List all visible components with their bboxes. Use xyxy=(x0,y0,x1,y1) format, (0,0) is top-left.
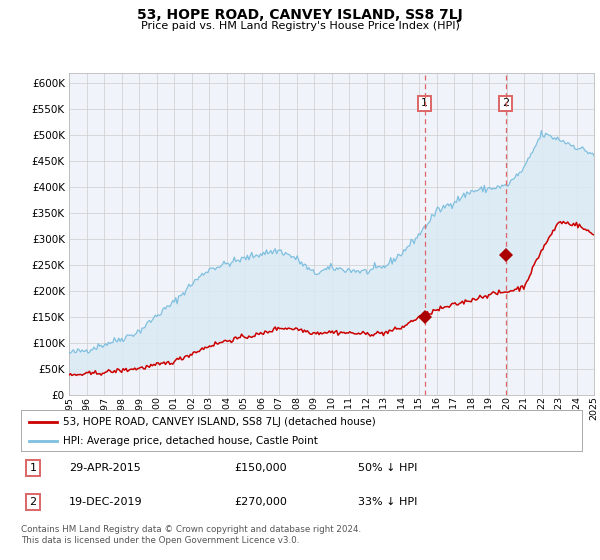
Text: 53, HOPE ROAD, CANVEY ISLAND, SS8 7LJ (detached house): 53, HOPE ROAD, CANVEY ISLAND, SS8 7LJ (d… xyxy=(63,417,376,427)
Text: 50% ↓ HPI: 50% ↓ HPI xyxy=(358,463,417,473)
Text: 2: 2 xyxy=(29,497,37,507)
Text: £150,000: £150,000 xyxy=(234,463,287,473)
Text: 1: 1 xyxy=(29,463,37,473)
Text: Price paid vs. HM Land Registry's House Price Index (HPI): Price paid vs. HM Land Registry's House … xyxy=(140,21,460,31)
Text: £270,000: £270,000 xyxy=(234,497,287,507)
Text: 19-DEC-2019: 19-DEC-2019 xyxy=(68,497,142,507)
Text: 33% ↓ HPI: 33% ↓ HPI xyxy=(358,497,417,507)
Text: 2: 2 xyxy=(502,99,509,109)
Text: Contains HM Land Registry data © Crown copyright and database right 2024.
This d: Contains HM Land Registry data © Crown c… xyxy=(21,525,361,545)
Text: 53, HOPE ROAD, CANVEY ISLAND, SS8 7LJ: 53, HOPE ROAD, CANVEY ISLAND, SS8 7LJ xyxy=(137,8,463,22)
Text: HPI: Average price, detached house, Castle Point: HPI: Average price, detached house, Cast… xyxy=(63,436,318,446)
Text: 29-APR-2015: 29-APR-2015 xyxy=(68,463,140,473)
Text: 1: 1 xyxy=(421,99,428,109)
